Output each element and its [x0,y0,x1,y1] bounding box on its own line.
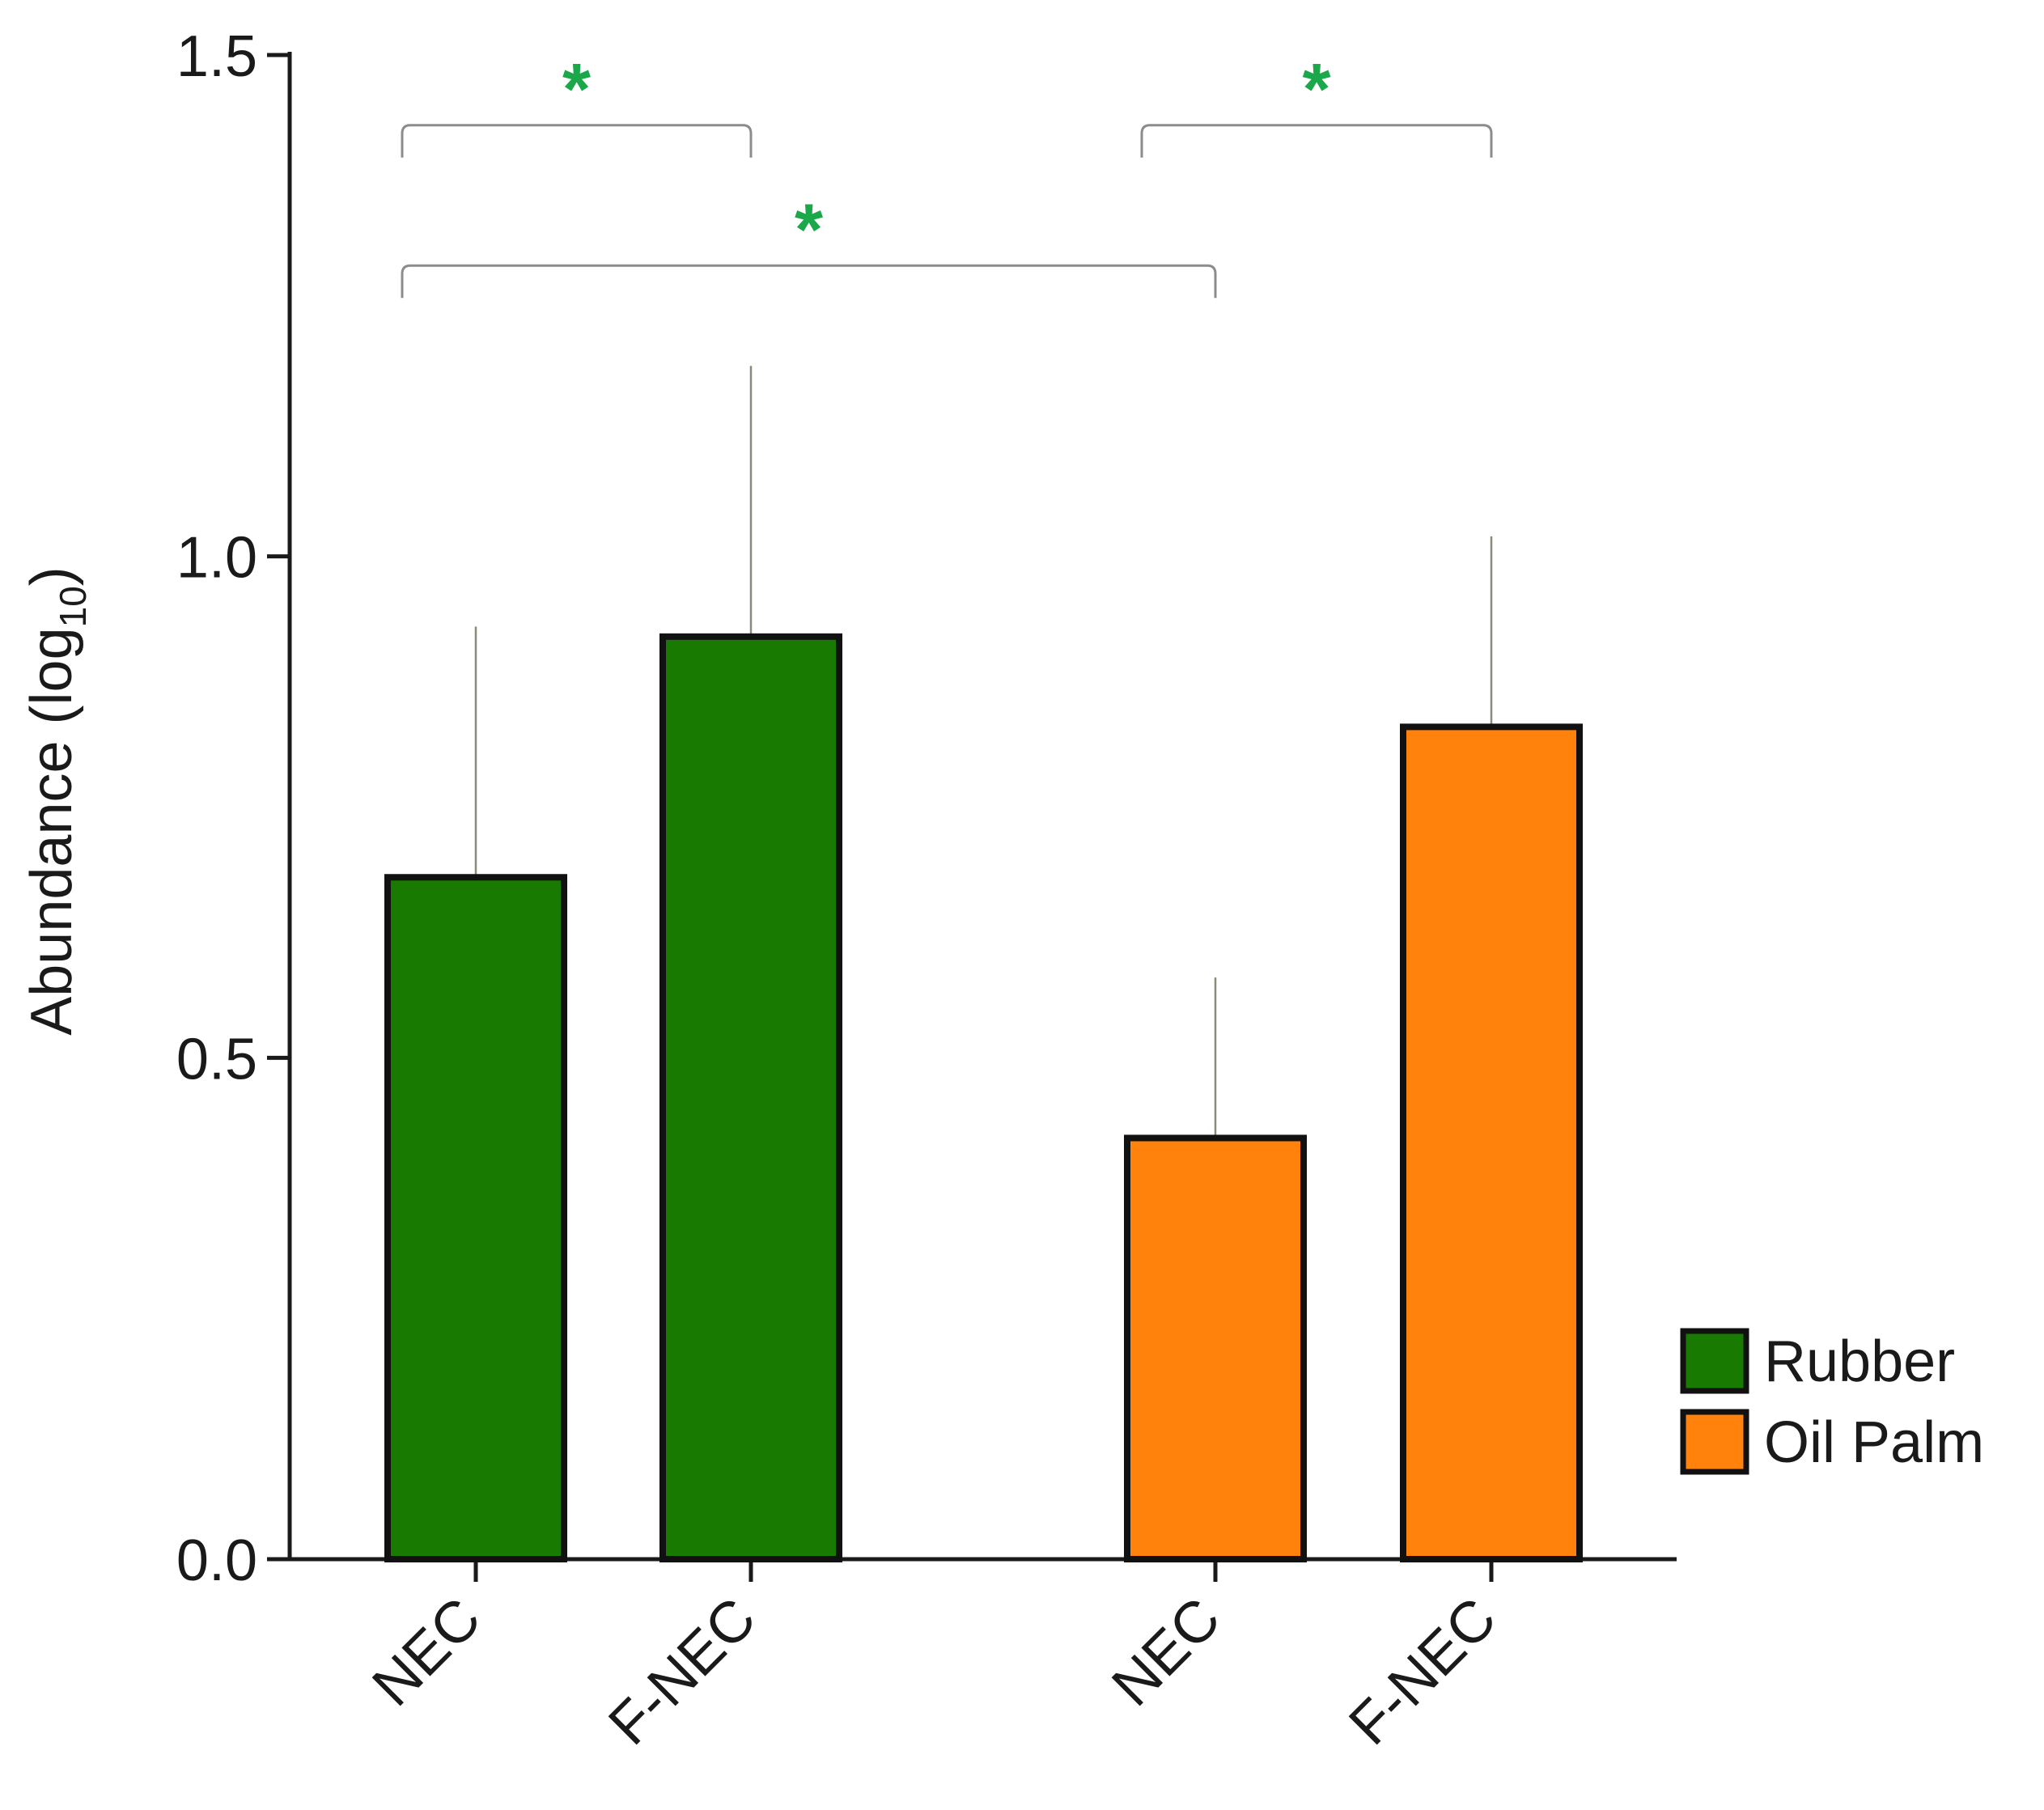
y-axis: 0.0 0.5 1.0 1.5 [176,24,292,1593]
significance-bracket [401,264,1217,299]
significance-bracket [1140,124,1493,158]
y-axis-title-close: ) [19,566,84,586]
legend-label: Oil Palm [1764,1410,1984,1475]
y-axis-title: Abundance (log10) [19,566,94,1036]
x-axis: NEC F-NEC NEC F-NEC [288,1557,1677,1757]
x-tick-label: F-NEC [1337,1586,1508,1757]
y-axis-title-main: Abundance (log [19,627,84,1035]
bar [1400,723,1583,1562]
significance-star: * [795,189,823,270]
y-tick-label: 1.0 [176,526,257,591]
error-bars [474,366,1493,1299]
x-tick-label: NEC [360,1586,493,1719]
significance-star: * [1302,49,1330,130]
significance-brackets: * * * [401,49,1493,299]
bar [1124,1134,1307,1562]
legend: Rubber Oil Palm [1680,1328,1984,1475]
bar [659,633,842,1562]
significance-bracket [401,124,753,158]
y-tick-label: 0.0 [176,1528,257,1593]
legend-swatch [1680,1328,1749,1394]
bars [384,633,1583,1562]
y-tick-label: 0.5 [176,1027,257,1092]
y-tick-label: 1.5 [176,24,257,89]
x-tick-label: F-NEC [596,1586,768,1757]
x-tick-label: NEC [1100,1586,1232,1719]
y-axis-title-subscript: 10 [52,586,94,627]
bar [384,874,567,1562]
significance-star: * [562,49,591,130]
legend-label: Rubber [1764,1329,1955,1394]
legend-swatch [1680,1409,1749,1475]
